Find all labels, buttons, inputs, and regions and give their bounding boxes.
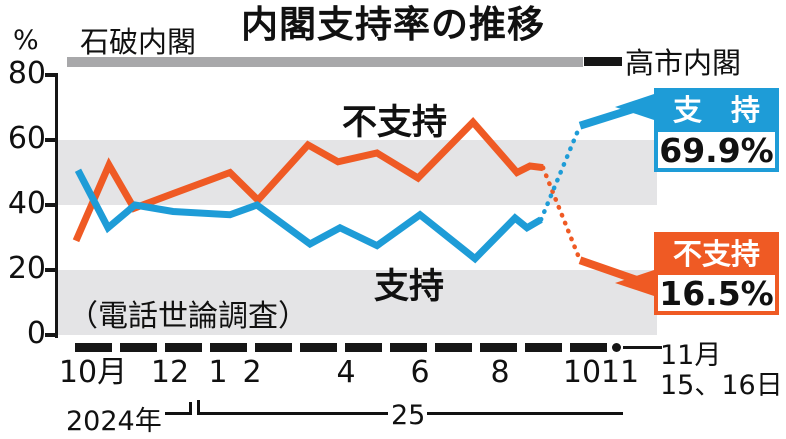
gray-band: [58, 270, 657, 335]
x-tick-label: 2: [242, 355, 262, 390]
approve-legend-box: 支 持: [654, 88, 779, 128]
y-tick-label: 40: [7, 186, 46, 221]
year25-bracket-line-left: [197, 412, 388, 415]
year25-bracket-riser: [197, 400, 200, 415]
year-2024-label: 2024年: [66, 406, 162, 437]
transition-dotted-不支持: [540, 165, 583, 263]
y-axis-unit-label: %: [13, 25, 39, 56]
ishiba-period-bar: [67, 57, 583, 67]
y-tick-label: 80: [7, 56, 46, 91]
year-25-label: 25: [391, 400, 426, 431]
x-tick-label: 4: [336, 355, 356, 390]
x-tick-label: 8: [490, 355, 510, 390]
approve-line-annotation: 支持: [374, 267, 445, 307]
final-poll-month-label: 11月: [660, 340, 722, 371]
y-tick-label: 20: [7, 251, 46, 286]
takaichi-cabinet-label: 高市内閣: [625, 46, 742, 80]
survey-method-note: （電話世論調査）: [68, 299, 308, 334]
x-tick-label: 6: [410, 355, 430, 390]
year25-bracket-line-right: [427, 412, 623, 415]
ishiba-cabinet-label: 石破内閣: [80, 25, 197, 59]
year-bracket-line: [165, 412, 192, 415]
series-line-支持: [74, 168, 543, 264]
transition-dotted-支持: [538, 123, 583, 222]
x-tick-label: 1: [208, 355, 228, 390]
approve-value-box: 69.9%: [654, 128, 779, 172]
x-axis-end-pointer-line: [623, 346, 662, 349]
x-tick-label: 12: [150, 355, 190, 390]
disapprove-line-annotation: 不支持: [342, 103, 448, 143]
x-tick-label: 10月: [58, 355, 128, 390]
takaichi-period-bar: [584, 57, 622, 66]
x-axis-dashed-bar: [75, 343, 615, 352]
x-tick-label: 10: [562, 355, 602, 390]
disapprove-value-box: 16.5%: [654, 271, 779, 315]
y-tick-label: 60: [7, 121, 46, 156]
y-tick-label: 0: [26, 316, 46, 351]
disapprove-legend-box: 不支持: [654, 232, 779, 272]
x-axis-end-dot-icon: [612, 343, 621, 352]
final-poll-days-label: 15、16日: [660, 370, 783, 401]
year-bracket-riser: [189, 402, 192, 415]
gray-band: [58, 140, 657, 205]
chart-title: 内閣支持率の推移: [241, 3, 545, 46]
x-tick-label: 11: [600, 355, 640, 390]
